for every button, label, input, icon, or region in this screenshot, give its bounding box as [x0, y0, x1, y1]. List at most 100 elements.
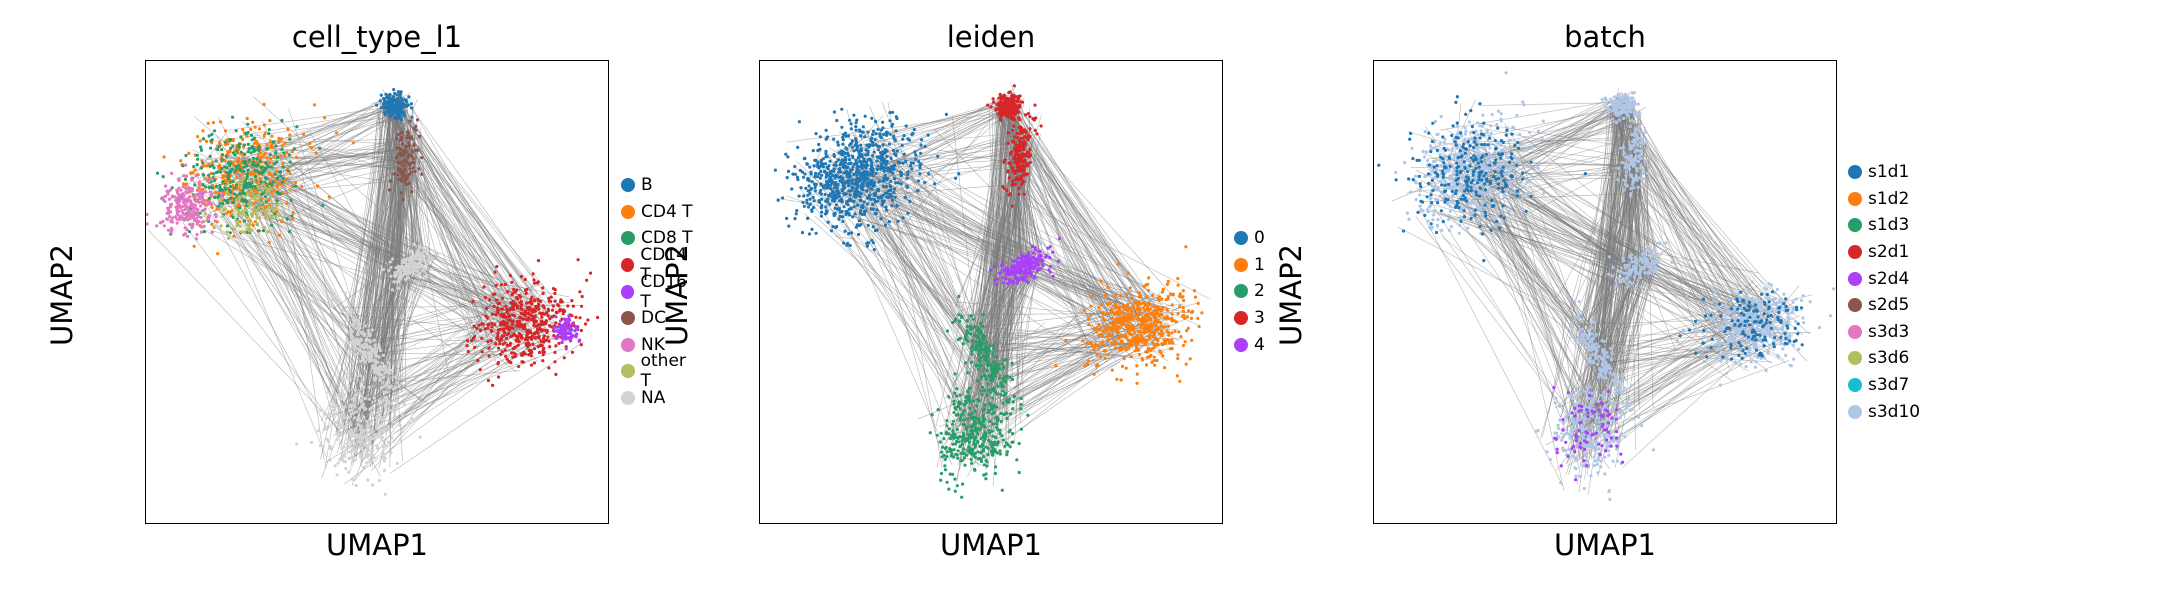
cluster-cd4 — [158, 102, 355, 256]
scatter-plot — [1377, 71, 1836, 501]
legend-marker — [1848, 245, 1862, 260]
x-axis-label: UMAP1 — [1553, 528, 1657, 562]
legend-label: DC — [641, 308, 666, 329]
legend: s1d1 s1d2 s1d3 s2d1 s2d4 s2d5 s3d3 s3d6 … — [1848, 159, 1920, 425]
edge-lines — [147, 89, 584, 486]
legend-label: s3d10 — [1868, 401, 1921, 422]
cluster-s3d10e — [1534, 381, 1655, 501]
legend-marker — [1848, 404, 1862, 419]
legend-label: CD14 T — [640, 245, 687, 286]
legend-marker — [1234, 284, 1248, 299]
cluster-s3d10f — [1566, 296, 1644, 428]
legend: B CD4 T CD8 T CD14 T CD16 T DC NK other … — [621, 172, 700, 411]
y-axis-label: UMAP2 — [1274, 243, 1308, 347]
legend-marker — [1848, 351, 1862, 366]
x-axis-label: UMAP1 — [939, 528, 1043, 562]
legend-item: s1d3 — [1848, 212, 1920, 239]
legend-label: NA — [641, 388, 666, 409]
edge-lines — [775, 82, 1210, 487]
legend-marker — [621, 364, 635, 379]
cluster-s3d10d — [1607, 111, 1651, 203]
cluster-na-mid — [381, 242, 440, 292]
cluster-cd14 — [465, 258, 600, 387]
legend-marker — [621, 178, 635, 193]
legend-item: 2 — [1234, 278, 1265, 305]
plot-area — [1373, 60, 1837, 524]
cluster-cd16 — [552, 314, 582, 351]
legend-marker — [621, 311, 635, 326]
cluster-other-t — [202, 176, 293, 240]
cluster-nk — [146, 163, 224, 241]
cluster-4 — [989, 236, 1062, 287]
cluster-2b — [945, 294, 1030, 417]
legend-label: CD16 T — [640, 271, 687, 312]
legend-marker — [1234, 311, 1248, 326]
legend-item: s1d2 — [1848, 186, 1920, 213]
cluster-s1d1b — [1678, 290, 1804, 361]
cluster-b — [375, 88, 414, 122]
legend-marker — [1848, 298, 1862, 313]
legend-label: s1d1 — [1868, 162, 1910, 183]
panel-title: cell_type_l1 — [291, 20, 463, 54]
panel-title: leiden — [946, 20, 1036, 54]
legend-label: 3 — [1254, 308, 1265, 329]
cluster-2 — [928, 358, 1023, 499]
legend-label: s3d3 — [1868, 321, 1910, 342]
legend-item: other T — [621, 351, 700, 391]
legend-label: other T — [640, 351, 686, 392]
cluster-s3d10g — [1607, 241, 1674, 291]
legend-marker — [1848, 165, 1862, 180]
legend-label: 2 — [1254, 281, 1265, 302]
cluster-1 — [1054, 245, 1204, 385]
legend-item: 0 — [1234, 225, 1265, 252]
panel-title: batch — [1564, 20, 1646, 54]
legend-marker — [1848, 378, 1862, 393]
legend-label: CD4 T — [641, 201, 693, 222]
legend-marker — [1848, 324, 1862, 339]
legend-item: s3d7 — [1848, 372, 1920, 399]
legend-item: s3d3 — [1848, 319, 1920, 346]
legend-item: s1d1 — [1848, 159, 1920, 186]
legend-marker — [621, 391, 635, 406]
scatter-plot — [773, 82, 1210, 499]
legend-marker — [1848, 218, 1862, 233]
legend-item: 4 — [1234, 331, 1265, 358]
cluster-na-bottom — [295, 371, 422, 496]
legend-item: NA — [621, 385, 700, 412]
panel-leiden: leiden UMAP2 UMAP1 0 1 2 3 4 — [0, 0, 1265, 600]
legend-item: s2d4 — [1848, 265, 1920, 292]
legend-item: s3d10 — [1848, 398, 1920, 425]
cluster-na-stem — [330, 291, 411, 424]
legend-item: CD14 T — [621, 245, 700, 285]
legend: 0 1 2 3 4 — [1234, 225, 1265, 358]
legend-item: CD16 T — [621, 272, 700, 312]
cluster-dc — [387, 118, 424, 202]
legend-label: 4 — [1254, 334, 1265, 355]
legend-item: DC — [621, 305, 700, 332]
cluster-0 — [773, 107, 961, 252]
legend-item: CD4 T — [621, 199, 700, 226]
cluster-s2d4 — [1552, 386, 1625, 482]
legend-marker — [621, 284, 635, 299]
legend-label: s1d3 — [1868, 215, 1910, 236]
legend-item: s2d5 — [1848, 292, 1920, 319]
plot-area — [759, 60, 1223, 524]
legend-item: NK — [621, 332, 700, 359]
cluster-3b — [1001, 95, 1043, 208]
cluster-s1d1 — [1377, 95, 1587, 263]
legend-label: s2d4 — [1868, 268, 1910, 289]
panel-cell-type: cell_type_l1 UMAP2 UMAP1 B CD4 T CD8 T C… — [0, 0, 700, 600]
plot-area — [145, 60, 609, 524]
legend-item: s3d6 — [1848, 345, 1920, 372]
legend-label: s2d1 — [1868, 242, 1910, 263]
edge-lines — [1392, 88, 1812, 496]
legend-marker — [1848, 271, 1862, 286]
legend-marker — [1234, 231, 1248, 246]
panel-batch: batch UMAP2 UMAP1 s1d1 s1d2 s1d3 s2d1 s2… — [0, 0, 1920, 600]
cluster-3 — [986, 84, 1028, 123]
legend-marker — [621, 337, 635, 352]
legend-item: B — [621, 172, 700, 199]
legend-label: s3d6 — [1868, 348, 1910, 369]
legend-item: s2d1 — [1848, 239, 1920, 266]
